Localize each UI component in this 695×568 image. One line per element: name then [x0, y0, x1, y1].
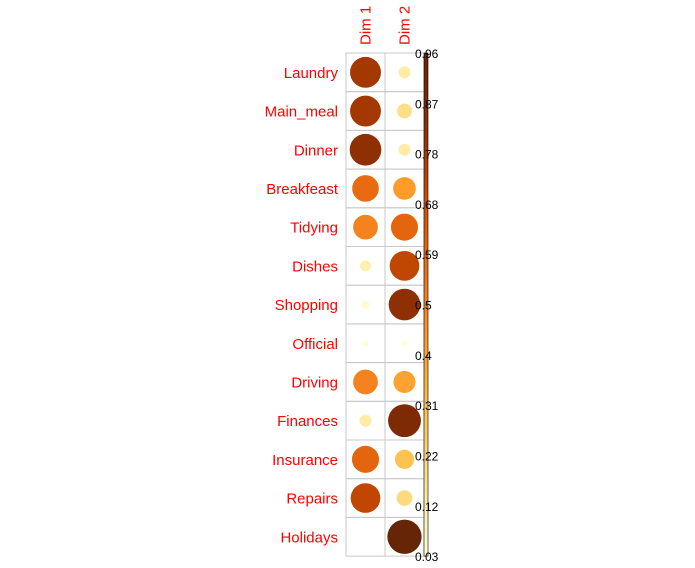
column-label: Dim 2 [397, 6, 414, 45]
legend-tick-label: 0.87 [415, 97, 439, 111]
row-label: Breakfeast [266, 181, 339, 198]
legend-tick-label: 0.5 [415, 299, 432, 313]
row-label: Finances [277, 413, 338, 430]
value-circle [389, 251, 420, 281]
value-circle [397, 103, 412, 119]
legend-tick-label: 0.12 [415, 500, 439, 514]
value-circle [388, 404, 421, 438]
value-circle [393, 177, 416, 200]
value-circle [398, 66, 411, 79]
row-label: Insurance [272, 452, 338, 469]
row-label: Dinner [294, 142, 338, 159]
row-label: Shopping [275, 297, 338, 314]
row-label: Driving [291, 374, 338, 391]
value-circle [362, 340, 369, 347]
value-circle [388, 288, 421, 321]
value-circle [394, 449, 415, 469]
value-circle [353, 214, 378, 240]
legend-tick-label: 0.59 [415, 248, 439, 262]
legend-tick-label: 0.31 [415, 399, 439, 413]
value-circle [390, 213, 419, 241]
legend-tick-label: 0.03 [415, 550, 439, 564]
row-labels: Laundry Main_meal Dinner Breakfeast Tidying D… [265, 65, 339, 546]
value-circle [349, 133, 382, 166]
value-circle [353, 369, 378, 395]
value-circle [398, 143, 411, 156]
value-circle [350, 95, 381, 127]
legend-tick-label: 0.68 [415, 198, 439, 212]
row-label: Holidays [280, 529, 338, 546]
color-legend: 0.96 0.87 0.78 0.68 0.59 0.5 0.4 0.31 0.22 0.12 0.… [415, 47, 439, 564]
value-circle [359, 260, 372, 272]
value-circle [359, 414, 372, 427]
row-label: Repairs [286, 491, 338, 508]
grid-cell [345, 516, 386, 557]
column-labels: Dim 1 Dim 2 [358, 6, 414, 45]
data-circles [349, 56, 422, 554]
value-circle [393, 370, 416, 394]
row-label: Tidying [290, 220, 338, 237]
value-circle [401, 340, 408, 347]
row-label: Main_meal [265, 104, 338, 121]
value-circle [387, 519, 422, 554]
row-label: Official [292, 336, 338, 353]
legend-tick-label: 0.96 [415, 47, 439, 61]
legend-color-bar [423, 52, 429, 557]
legend-tick-label: 0.22 [415, 449, 439, 463]
value-circle [361, 300, 370, 309]
value-circle [351, 445, 380, 473]
value-circle [352, 175, 379, 202]
value-circle [396, 490, 413, 506]
legend-tick-label: 0.78 [415, 148, 439, 162]
column-label: Dim 1 [358, 6, 375, 45]
legend-tick-label: 0.4 [415, 349, 432, 363]
value-circle [350, 483, 381, 513]
row-label: Dishes [292, 258, 338, 275]
row-label: Laundry [284, 65, 339, 82]
value-circle [350, 56, 381, 88]
